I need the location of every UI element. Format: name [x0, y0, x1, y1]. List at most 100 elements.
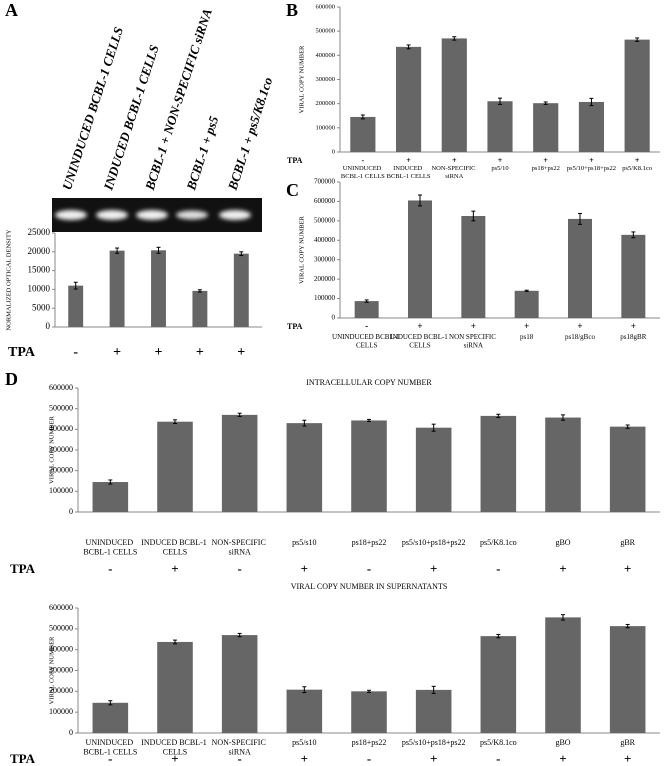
bar: [545, 417, 581, 512]
y-tick-label: 100000: [316, 124, 336, 131]
error-bar: [496, 413, 501, 419]
y-tick-label: 5000: [32, 302, 51, 312]
tpa-label: TPA: [10, 561, 36, 576]
tpa-sign: +: [471, 321, 476, 331]
tpa-sign: +: [577, 321, 582, 331]
error-bar: [367, 418, 371, 422]
y-axis-label: VIRAL COPY NUMBER: [298, 215, 305, 283]
bar: [480, 415, 517, 512]
bar: [578, 101, 604, 152]
error-bar: [452, 36, 457, 41]
tpa-label: TPA: [287, 322, 303, 331]
y-axis-label: VIRAL COPY NUMBER: [48, 415, 55, 483]
tpa-sign: +: [559, 561, 566, 576]
error-bar: [524, 289, 529, 292]
tpa-sign: +: [631, 321, 636, 331]
lane-label: BCBL-1 + ps5: [183, 114, 221, 193]
error-bar: [115, 247, 120, 254]
error-bar: [173, 419, 177, 425]
error-bar: [108, 479, 113, 485]
y-tick-label: 500000: [314, 216, 336, 224]
x-tick-label: INDUCED BCBL-1 CELLS: [387, 165, 431, 180]
tpa-sign: +: [417, 321, 422, 331]
y-tick-label: 200000: [49, 686, 73, 695]
x-tick-label: ps5/K8.1co: [622, 165, 652, 172]
bar: [609, 626, 646, 733]
error-bar: [197, 289, 202, 293]
panel-label: A: [5, 0, 18, 20]
x-tick-label: ps18: [520, 333, 534, 341]
error-bar: [302, 419, 307, 427]
bar: [157, 641, 193, 733]
bar: [92, 702, 129, 733]
tpa-sign: +: [524, 321, 529, 331]
y-axis-label: NORMALIZED OPTICAL DENSITY: [5, 229, 12, 331]
bar: [408, 200, 432, 318]
x-tick-label: ps5/K8.1co: [480, 538, 517, 547]
y-tick-label: 300000: [49, 445, 73, 454]
y-tick-label: 300000: [314, 255, 336, 263]
error-bar: [561, 614, 565, 621]
y-tick-label: 600000: [316, 3, 336, 10]
y-tick-label: 100000: [49, 486, 73, 495]
x-tick-label: ps5/s10+ps18+ps22: [402, 738, 466, 747]
bar: [221, 635, 258, 733]
error-bar: [367, 689, 371, 693]
bar: [624, 39, 650, 152]
error-bar: [156, 246, 161, 254]
bar: [157, 421, 193, 512]
y-tick-label: 300000: [316, 76, 336, 83]
error-bar: [589, 97, 594, 107]
bar: [461, 216, 486, 318]
x-tick-label: UNINDUCED BCBL-1 CELLS: [83, 738, 137, 757]
y-tick-label: 0: [46, 321, 51, 331]
error-bar: [431, 423, 436, 432]
y-tick-label: 400000: [49, 424, 73, 433]
tpa-sign: +: [406, 156, 411, 165]
tpa-sign: +: [430, 561, 437, 576]
tpa-sign: +: [589, 156, 594, 165]
bar: [415, 427, 452, 512]
tpa-sign: +: [498, 156, 503, 165]
error-bar: [73, 281, 78, 290]
tpa-sign: +: [635, 156, 640, 165]
tpa-sign: +: [430, 751, 437, 766]
y-tick-label: 400000: [316, 52, 336, 59]
tpa-sign: +: [237, 345, 245, 360]
tpa-label: TPA: [8, 345, 36, 360]
error-bar: [239, 251, 244, 257]
tpa-sign: +: [155, 345, 163, 360]
x-tick-label: ps5/K8.1co: [480, 738, 517, 747]
x-tick-label: ps18/gBco: [565, 333, 595, 341]
bar: [441, 38, 467, 152]
chart-title: VIRAL COPY NUMBER IN SUPERNATANTS: [291, 582, 448, 591]
y-tick-label: 600000: [49, 383, 73, 392]
bar: [221, 414, 258, 512]
error-bar: [578, 212, 582, 225]
tpa-label: TPA: [10, 751, 36, 766]
bar: [351, 691, 387, 733]
x-tick-label: ps5/s10: [292, 538, 316, 547]
error-bar: [237, 412, 242, 418]
tpa-sign: -: [365, 321, 368, 331]
x-tick-label: ps18+ps22: [352, 538, 387, 547]
bar: [609, 426, 646, 512]
error-bar: [108, 700, 113, 706]
error-bar: [635, 37, 640, 42]
y-tick-label: 25000: [28, 227, 51, 237]
bar: [109, 250, 125, 327]
y-tick-label: 0: [69, 728, 73, 737]
tpa-sign: +: [624, 751, 631, 766]
x-tick-label: INDUCED BCBL-1 CELLS: [141, 538, 209, 557]
x-tick-label: NON-SPECIFIC siRNA: [431, 165, 477, 180]
panel-label: C: [286, 180, 299, 200]
x-tick-label: gBR: [620, 738, 635, 747]
bar: [621, 234, 646, 318]
tpa-sign: -: [108, 751, 112, 766]
panel-label: B: [286, 0, 298, 20]
y-tick-label: 500000: [49, 624, 73, 633]
y-tick-label: 200000: [49, 465, 73, 474]
x-tick-label: ps18+ps22: [352, 738, 387, 747]
error-bar: [498, 97, 502, 105]
